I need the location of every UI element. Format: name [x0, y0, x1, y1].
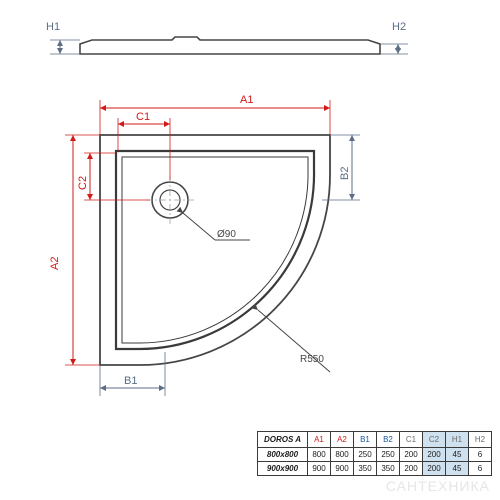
table-row: 800x800800800250250200200456 — [257, 448, 491, 462]
dim-c2: C2 — [77, 176, 89, 190]
cell: 45 — [446, 462, 469, 476]
cell: 200 — [400, 462, 423, 476]
cell: 350 — [354, 462, 377, 476]
cell: 800 — [308, 448, 331, 462]
cell: 200 — [400, 448, 423, 462]
col-B2: B2 — [377, 432, 400, 448]
cell: 900 — [308, 462, 331, 476]
cell: 200 — [423, 462, 446, 476]
table-title: DOROS A — [257, 432, 307, 448]
dim-b2: B2 — [339, 167, 351, 180]
top-view: Ø90 A1 A2 C1 C2 B1 B2 R550 — [49, 94, 360, 396]
col-A2: A2 — [331, 432, 354, 448]
dim-h2: H2 — [392, 21, 406, 33]
col-H1: H1 — [446, 432, 469, 448]
drain-label: Ø90 — [217, 229, 236, 240]
col-B1: B1 — [354, 432, 377, 448]
col-C2: C2 — [423, 432, 446, 448]
col-C1: C1 — [400, 432, 423, 448]
drawing-canvas: H1 H2 Ø90 A1 A2 C — [0, 0, 500, 500]
dim-c1: C1 — [136, 111, 150, 123]
cell: 800 — [331, 448, 354, 462]
cell: 6 — [469, 462, 492, 476]
side-view: H1 H2 — [46, 21, 408, 54]
table-row: 900x900900900350350200200456 — [257, 462, 491, 476]
cell: 250 — [354, 448, 377, 462]
cell: 900 — [331, 462, 354, 476]
row-name: 900x900 — [257, 462, 307, 476]
cell: 6 — [469, 448, 492, 462]
spec-table: DOROS A A1A2B1B2C1C2H1H2 800x80080080025… — [257, 431, 492, 476]
col-A1: A1 — [308, 432, 331, 448]
dim-a1: A1 — [240, 94, 253, 106]
cell: 45 — [446, 448, 469, 462]
dim-a2: A2 — [49, 257, 61, 270]
cell: 350 — [377, 462, 400, 476]
radius-label: R550 — [300, 354, 324, 365]
cell: 250 — [377, 448, 400, 462]
row-name: 800x800 — [257, 448, 307, 462]
cell: 200 — [423, 448, 446, 462]
dim-b1: B1 — [124, 375, 137, 387]
col-H2: H2 — [469, 432, 492, 448]
dim-h1: H1 — [46, 21, 60, 33]
